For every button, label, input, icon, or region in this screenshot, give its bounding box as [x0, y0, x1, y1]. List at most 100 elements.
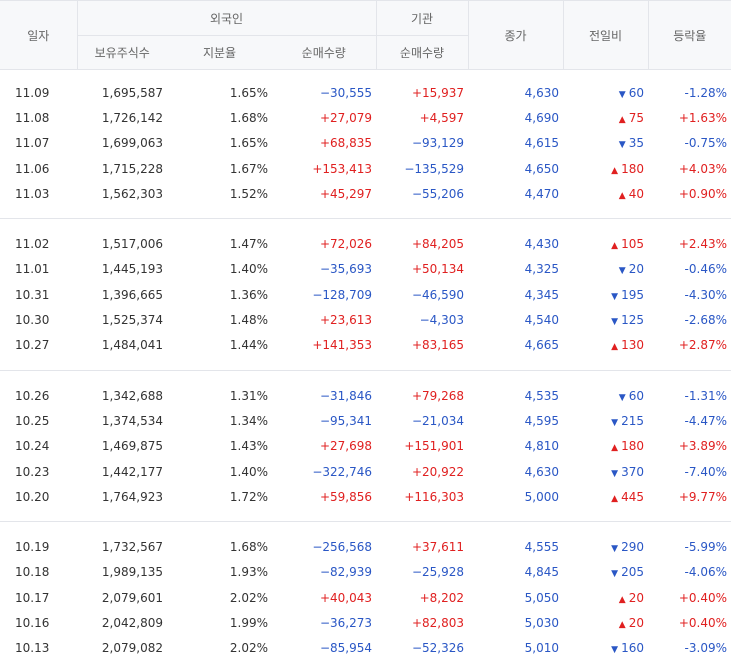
row-change-value: 105 — [621, 237, 644, 252]
row-change: ▲ 20 — [563, 610, 648, 635]
row-rate: -4.47% — [684, 413, 727, 428]
header-inst-net: 순매수량 — [375, 35, 468, 70]
row-share: 1.68% — [229, 540, 268, 555]
row-inst-net: −55,206 — [411, 186, 464, 201]
row-share: 1.47% — [229, 237, 268, 252]
row-share: 1.40% — [229, 262, 268, 277]
row-change-value: 180 — [621, 439, 644, 454]
row-foreign-net: +72,026 — [319, 237, 372, 252]
row-holdings: 1,517,006 — [101, 237, 163, 252]
row-change: ▲ 180 — [563, 434, 648, 459]
row-foreign-net: +68,835 — [319, 136, 372, 151]
row-change-value: 40 — [628, 186, 644, 201]
table-row: 10.31 1,396,665 1.36% −128,709 −46,590 4,345 ▼… — [0, 282, 731, 307]
row-share: 1.40% — [229, 464, 268, 479]
row-rate: +1.63% — [678, 110, 727, 125]
row-rate: -7.40% — [684, 464, 727, 479]
row-change-value: 60 — [628, 85, 644, 100]
gap-cell — [0, 358, 731, 371]
row-close: 4,615 — [524, 136, 559, 151]
row-date: 10.30 — [15, 313, 50, 328]
header-holdings: 보유주식수 — [76, 35, 167, 70]
table-row: 10.16 2,042,809 1.99% −36,273 +82,803 5,030 ▲ 2… — [0, 610, 731, 635]
row-foreign-net: +59,856 — [319, 489, 372, 504]
row-holdings: 1,732,567 — [101, 540, 163, 555]
row-date: 11.03 — [15, 186, 50, 201]
table-row: 11.08 1,726,142 1.68% +27,079 +4,597 4,690 ▲ 75… — [0, 105, 731, 130]
row-date: 11.07 — [15, 136, 50, 151]
row-close: 4,690 — [524, 110, 559, 125]
row-holdings: 1,525,374 — [101, 313, 163, 328]
table-row: 10.17 2,079,601 2.02% +40,043 +8,202 5,050 ▲ 20… — [0, 585, 731, 610]
row-holdings: 1,562,303 — [101, 186, 163, 201]
header-share: 지분율 — [167, 35, 272, 70]
table-row: 10.19 1,732,567 1.68% −256,568 +37,611 4,555 ▼… — [0, 534, 731, 559]
row-inst-net: +4,597 — [419, 110, 464, 125]
row-close: 4,595 — [524, 413, 559, 428]
header-close: 종가 — [467, 0, 563, 70]
row-close: 5,010 — [524, 641, 559, 656]
row-foreign-net: −322,746 — [312, 464, 372, 479]
table-row: 10.23 1,442,177 1.40% −322,746 +20,922 4,630 ▼… — [0, 459, 731, 484]
row-change: ▲ 105 — [563, 231, 648, 256]
triangle-up-icon: ▲ — [611, 342, 619, 353]
row-date: 11.02 — [15, 237, 50, 252]
separator-cell — [0, 218, 731, 232]
row-share: 1.48% — [229, 313, 268, 328]
row-inst-net: +82,803 — [411, 615, 464, 630]
row-change: ▲ 40 — [563, 181, 648, 206]
row-change-value: 370 — [621, 464, 644, 479]
row-change: ▲ 20 — [563, 585, 648, 610]
row-change: ▼ 35 — [563, 131, 648, 156]
row-holdings: 1,442,177 — [101, 464, 163, 479]
row-inst-net: −46,590 — [411, 287, 464, 302]
triangle-up-icon: ▲ — [618, 594, 626, 605]
row-holdings: 1,764,923 — [101, 489, 163, 504]
row-date: 11.09 — [15, 85, 50, 100]
row-close: 4,430 — [524, 237, 559, 252]
row-holdings: 1,699,063 — [101, 136, 163, 151]
row-rate: -5.99% — [684, 540, 727, 555]
row-change-value: 215 — [621, 413, 644, 428]
row-foreign-net: −95,341 — [319, 413, 372, 428]
row-rate: -1.28% — [684, 85, 727, 100]
row-date: 10.20 — [15, 489, 50, 504]
gap-cell — [0, 206, 731, 219]
row-share: 2.02% — [229, 641, 268, 656]
table-row: 11.03 1,562,303 1.52% +45,297 −55,206 4,470 ▲ 4… — [0, 181, 731, 206]
row-share: 1.93% — [229, 565, 268, 580]
row-change-value: 160 — [621, 641, 644, 656]
row-holdings: 1,374,534 — [101, 413, 163, 428]
table-body: 11.09 1,695,587 1.65% −30,555 +15,937 4,630 ▼ 6… — [0, 69, 731, 661]
row-change: ▼ 60 — [563, 383, 648, 408]
separator-cell — [0, 69, 731, 80]
row-inst-net: −135,529 — [404, 161, 464, 176]
row-foreign-net: −31,846 — [319, 388, 372, 403]
row-date: 10.27 — [15, 338, 50, 353]
row-foreign-net: −30,555 — [319, 85, 372, 100]
row-change: ▼ 160 — [563, 636, 648, 661]
header-rate: 등락율 — [647, 0, 731, 70]
row-foreign-net: −85,954 — [319, 641, 372, 656]
table-row: 10.30 1,525,374 1.48% +23,613 −4,303 4,540 ▼ 12… — [0, 307, 731, 332]
triangle-up-icon: ▲ — [611, 443, 619, 454]
row-date: 10.13 — [15, 641, 50, 656]
separator-cell — [0, 521, 731, 535]
row-share: 1.43% — [229, 439, 268, 454]
row-foreign-net: +153,413 — [312, 161, 372, 176]
group-gap — [0, 358, 731, 371]
table-row: 11.01 1,445,193 1.40% −35,693 +50,134 4,325 ▼ 2… — [0, 257, 731, 282]
triangle-down-icon: ▼ — [618, 89, 626, 100]
triangle-up-icon: ▲ — [618, 190, 626, 201]
group-separator — [0, 218, 731, 232]
row-rate: +0.40% — [678, 590, 727, 605]
row-rate: -0.46% — [684, 262, 727, 277]
row-foreign-net: +27,698 — [319, 439, 372, 454]
row-close: 4,630 — [524, 464, 559, 479]
triangle-up-icon: ▲ — [611, 493, 619, 504]
row-change: ▼ 215 — [563, 408, 648, 433]
triangle-up-icon: ▲ — [611, 165, 619, 176]
row-inst-net: +50,134 — [411, 262, 464, 277]
row-inst-net: +79,268 — [411, 388, 464, 403]
row-inst-net: −93,129 — [411, 136, 464, 151]
